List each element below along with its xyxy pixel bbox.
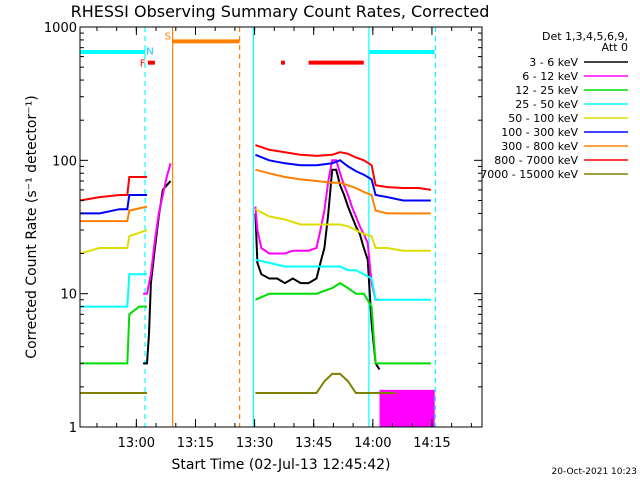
x-tick-label-5: 14:15 (413, 436, 450, 451)
x-tick-label-2: 13:30 (236, 436, 273, 451)
series-line-7-0 (79, 176, 147, 202)
legend-label-3: 25 - 50 keV (515, 98, 578, 111)
series-line-4-1 (254, 208, 431, 252)
legend-label-5: 100 - 300 keV (501, 126, 578, 139)
span-label-2: F (140, 59, 146, 70)
y-tick-label-3: 1000 (44, 21, 77, 36)
magenta-block (379, 389, 435, 427)
x-axis-label: Start Time (02-Jul-13 12:45:42) (171, 457, 390, 473)
y-tick-label-1: 10 (60, 288, 77, 303)
series-line-1-0 (143, 163, 172, 295)
footer-date: 20-Oct-2021 10:23 (552, 467, 637, 477)
series-line-6-0 (80, 205, 148, 223)
legend-label-0: 3 - 6 keV (529, 56, 578, 69)
y-tick-label-0: 1 (69, 421, 77, 436)
legend-label-8: 7000 - 15000 keV (480, 168, 578, 181)
chart-title: RHESSI Observing Summary Count Rates, Co… (71, 2, 490, 21)
legend-label-2: 12 - 25 keV (515, 84, 578, 97)
x-tick-label-4: 14:00 (354, 436, 391, 451)
plot-frame (79, 26, 483, 428)
series-line-5-0 (80, 194, 147, 215)
y-axis-label: Corrected Count Rate (s⁻¹ detector⁻¹) (24, 95, 40, 358)
legend-label-1: 6 - 12 keV (522, 70, 578, 83)
y-axis: 1 10 100 1000 (44, 21, 482, 436)
series-line-0-1 (254, 168, 381, 371)
series-line-3-1 (255, 258, 431, 301)
y-tick-label-2: 100 (52, 154, 77, 169)
x-tick-label-3: 13:45 (295, 436, 332, 451)
x-tick-label-1: 13:15 (177, 436, 214, 451)
span-label-1: S (165, 31, 171, 42)
series-line-7-1 (255, 144, 431, 191)
legend-header-0: Det 1,3,4,5,6,9, (542, 30, 628, 43)
x-axis: 13:00 13:15 13:30 13:45 14:00 14:15 (96, 27, 472, 451)
legend-label-4: 50 - 100 keV (508, 112, 578, 125)
series-line-4-0 (79, 229, 148, 255)
span-label-n: N (146, 47, 153, 58)
plot-area: S FN (79, 27, 437, 427)
legend-header-1: Att 0 (602, 41, 628, 54)
series-line-2-1 (254, 281, 431, 365)
series-line-8-1 (255, 372, 396, 394)
series-line-2-0 (80, 305, 147, 365)
series-line-3-0 (80, 273, 147, 308)
x-tick-label-0: 13:00 (118, 436, 155, 451)
legend-label-7: 800 - 7000 keV (494, 154, 578, 167)
series-line-5-1 (255, 153, 431, 202)
series-line-6-1 (255, 168, 431, 215)
legend-label-6: 300 - 800 keV (501, 140, 578, 153)
